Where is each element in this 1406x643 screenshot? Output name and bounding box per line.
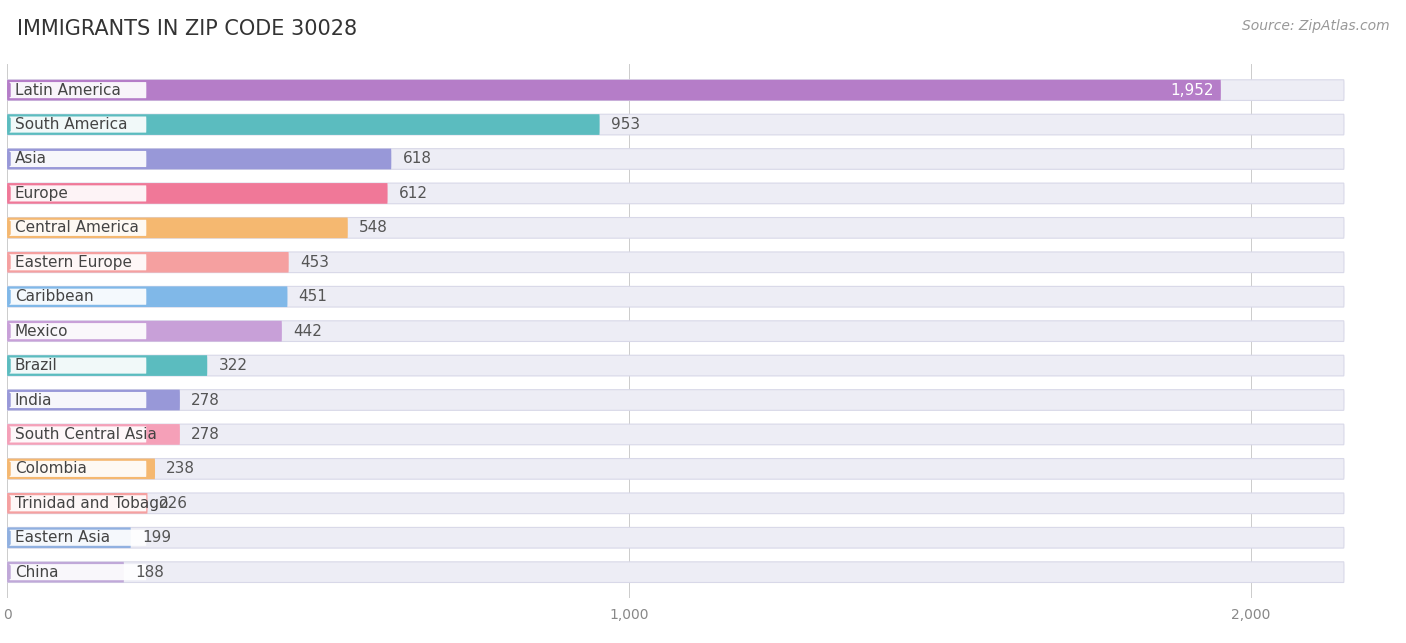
Text: Eastern Asia: Eastern Asia [14,530,110,545]
FancyBboxPatch shape [7,286,1344,307]
Text: 618: 618 [402,152,432,167]
Text: 199: 199 [142,530,172,545]
FancyBboxPatch shape [7,424,180,445]
Text: 953: 953 [610,117,640,132]
FancyBboxPatch shape [10,289,146,305]
Text: Eastern Europe: Eastern Europe [14,255,132,270]
FancyBboxPatch shape [7,252,288,273]
Text: 278: 278 [191,392,219,408]
Text: India: India [14,392,52,408]
Text: Trinidad and Tobago: Trinidad and Tobago [14,496,169,511]
FancyBboxPatch shape [10,185,146,201]
Text: 453: 453 [299,255,329,270]
Text: Colombia: Colombia [14,462,87,476]
FancyBboxPatch shape [10,426,146,442]
FancyBboxPatch shape [7,424,1344,445]
Text: Mexico: Mexico [14,323,69,339]
FancyBboxPatch shape [7,527,1344,548]
Text: Caribbean: Caribbean [14,289,93,304]
Text: 548: 548 [359,221,388,235]
FancyBboxPatch shape [10,461,146,477]
FancyBboxPatch shape [7,493,148,514]
FancyBboxPatch shape [10,323,146,340]
FancyBboxPatch shape [7,80,1344,100]
Text: China: China [14,565,58,580]
FancyBboxPatch shape [10,358,146,374]
Text: Asia: Asia [14,152,46,167]
FancyBboxPatch shape [7,562,1344,583]
Text: 442: 442 [292,323,322,339]
Text: 1,952: 1,952 [1170,82,1213,98]
FancyBboxPatch shape [10,254,146,270]
FancyBboxPatch shape [7,149,391,169]
FancyBboxPatch shape [7,252,1344,273]
FancyBboxPatch shape [7,183,388,204]
FancyBboxPatch shape [7,80,1220,100]
FancyBboxPatch shape [7,355,1344,376]
FancyBboxPatch shape [7,217,347,238]
Text: 322: 322 [218,358,247,373]
Text: 612: 612 [399,186,427,201]
FancyBboxPatch shape [7,355,207,376]
Text: South Central Asia: South Central Asia [14,427,156,442]
Text: 451: 451 [298,289,328,304]
FancyBboxPatch shape [10,220,146,236]
Text: 188: 188 [135,565,165,580]
Text: Source: ZipAtlas.com: Source: ZipAtlas.com [1241,19,1389,33]
FancyBboxPatch shape [10,392,146,408]
FancyBboxPatch shape [7,527,131,548]
FancyBboxPatch shape [7,390,1344,410]
Text: South America: South America [14,117,128,132]
FancyBboxPatch shape [7,390,180,410]
FancyBboxPatch shape [7,321,1344,341]
FancyBboxPatch shape [7,183,1344,204]
FancyBboxPatch shape [10,116,146,132]
FancyBboxPatch shape [10,564,146,580]
Text: IMMIGRANTS IN ZIP CODE 30028: IMMIGRANTS IN ZIP CODE 30028 [17,19,357,39]
Text: 226: 226 [159,496,188,511]
FancyBboxPatch shape [7,458,155,479]
FancyBboxPatch shape [7,114,1344,135]
FancyBboxPatch shape [7,114,599,135]
FancyBboxPatch shape [7,149,1344,169]
FancyBboxPatch shape [10,82,146,98]
FancyBboxPatch shape [10,151,146,167]
FancyBboxPatch shape [7,286,287,307]
FancyBboxPatch shape [10,495,146,511]
FancyBboxPatch shape [10,530,146,546]
Text: Central America: Central America [14,221,139,235]
FancyBboxPatch shape [7,217,1344,238]
FancyBboxPatch shape [7,458,1344,479]
Text: Latin America: Latin America [14,82,121,98]
FancyBboxPatch shape [7,321,281,341]
FancyBboxPatch shape [7,562,124,583]
Text: 278: 278 [191,427,219,442]
Text: 238: 238 [166,462,195,476]
Text: Brazil: Brazil [14,358,58,373]
FancyBboxPatch shape [7,493,1344,514]
Text: Europe: Europe [14,186,69,201]
